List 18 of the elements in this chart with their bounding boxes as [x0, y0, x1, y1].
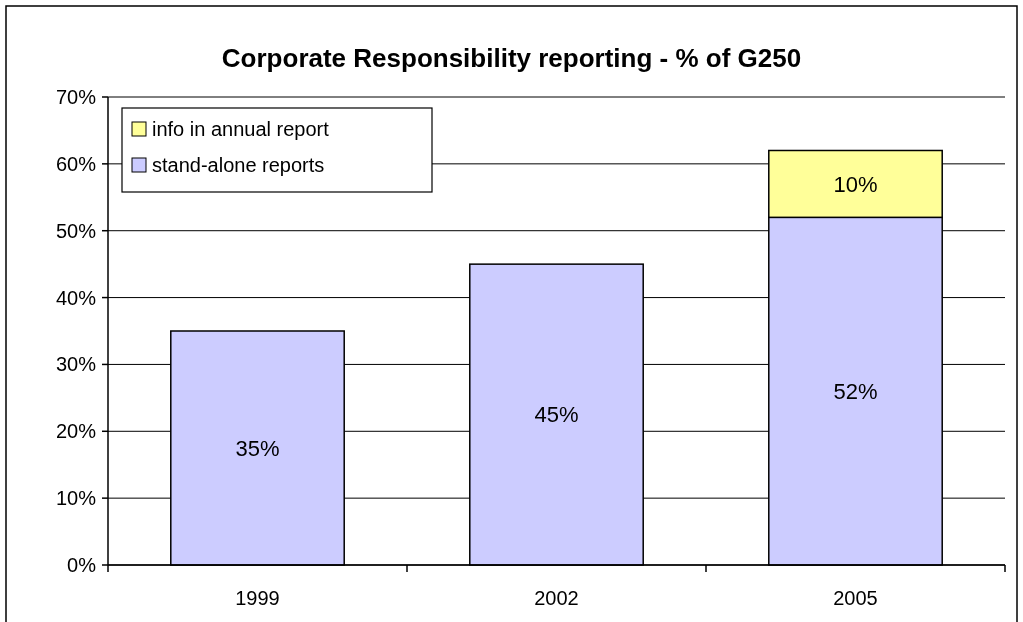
y-tick-label: 40%	[55, 286, 97, 309]
y-tick-label: 70%	[55, 86, 97, 108]
x-tick-label: 2002	[534, 587, 579, 609]
y-tick-label: 60%	[55, 152, 97, 175]
y-tick-label: 50%	[55, 219, 97, 242]
y-tick-label: 10%	[55, 487, 97, 510]
legend-label: info in annual report	[152, 118, 330, 140]
chart-title: Corporate Responsibility reporting - % of G250	[221, 43, 802, 73]
data-label: 10%	[833, 171, 878, 197]
y-tick-label: 30%	[55, 353, 97, 376]
x-tick-label: 2005	[833, 587, 878, 609]
data-label: 45%	[534, 402, 579, 428]
x-tick-label: 1999	[235, 587, 280, 609]
data-label: 52%	[833, 378, 878, 404]
legend-label: stand-alone reports	[152, 154, 325, 176]
data-label: 35%	[235, 435, 280, 461]
y-tick-label: 20%	[55, 420, 97, 443]
y-tick-label: 0%	[67, 554, 97, 576]
